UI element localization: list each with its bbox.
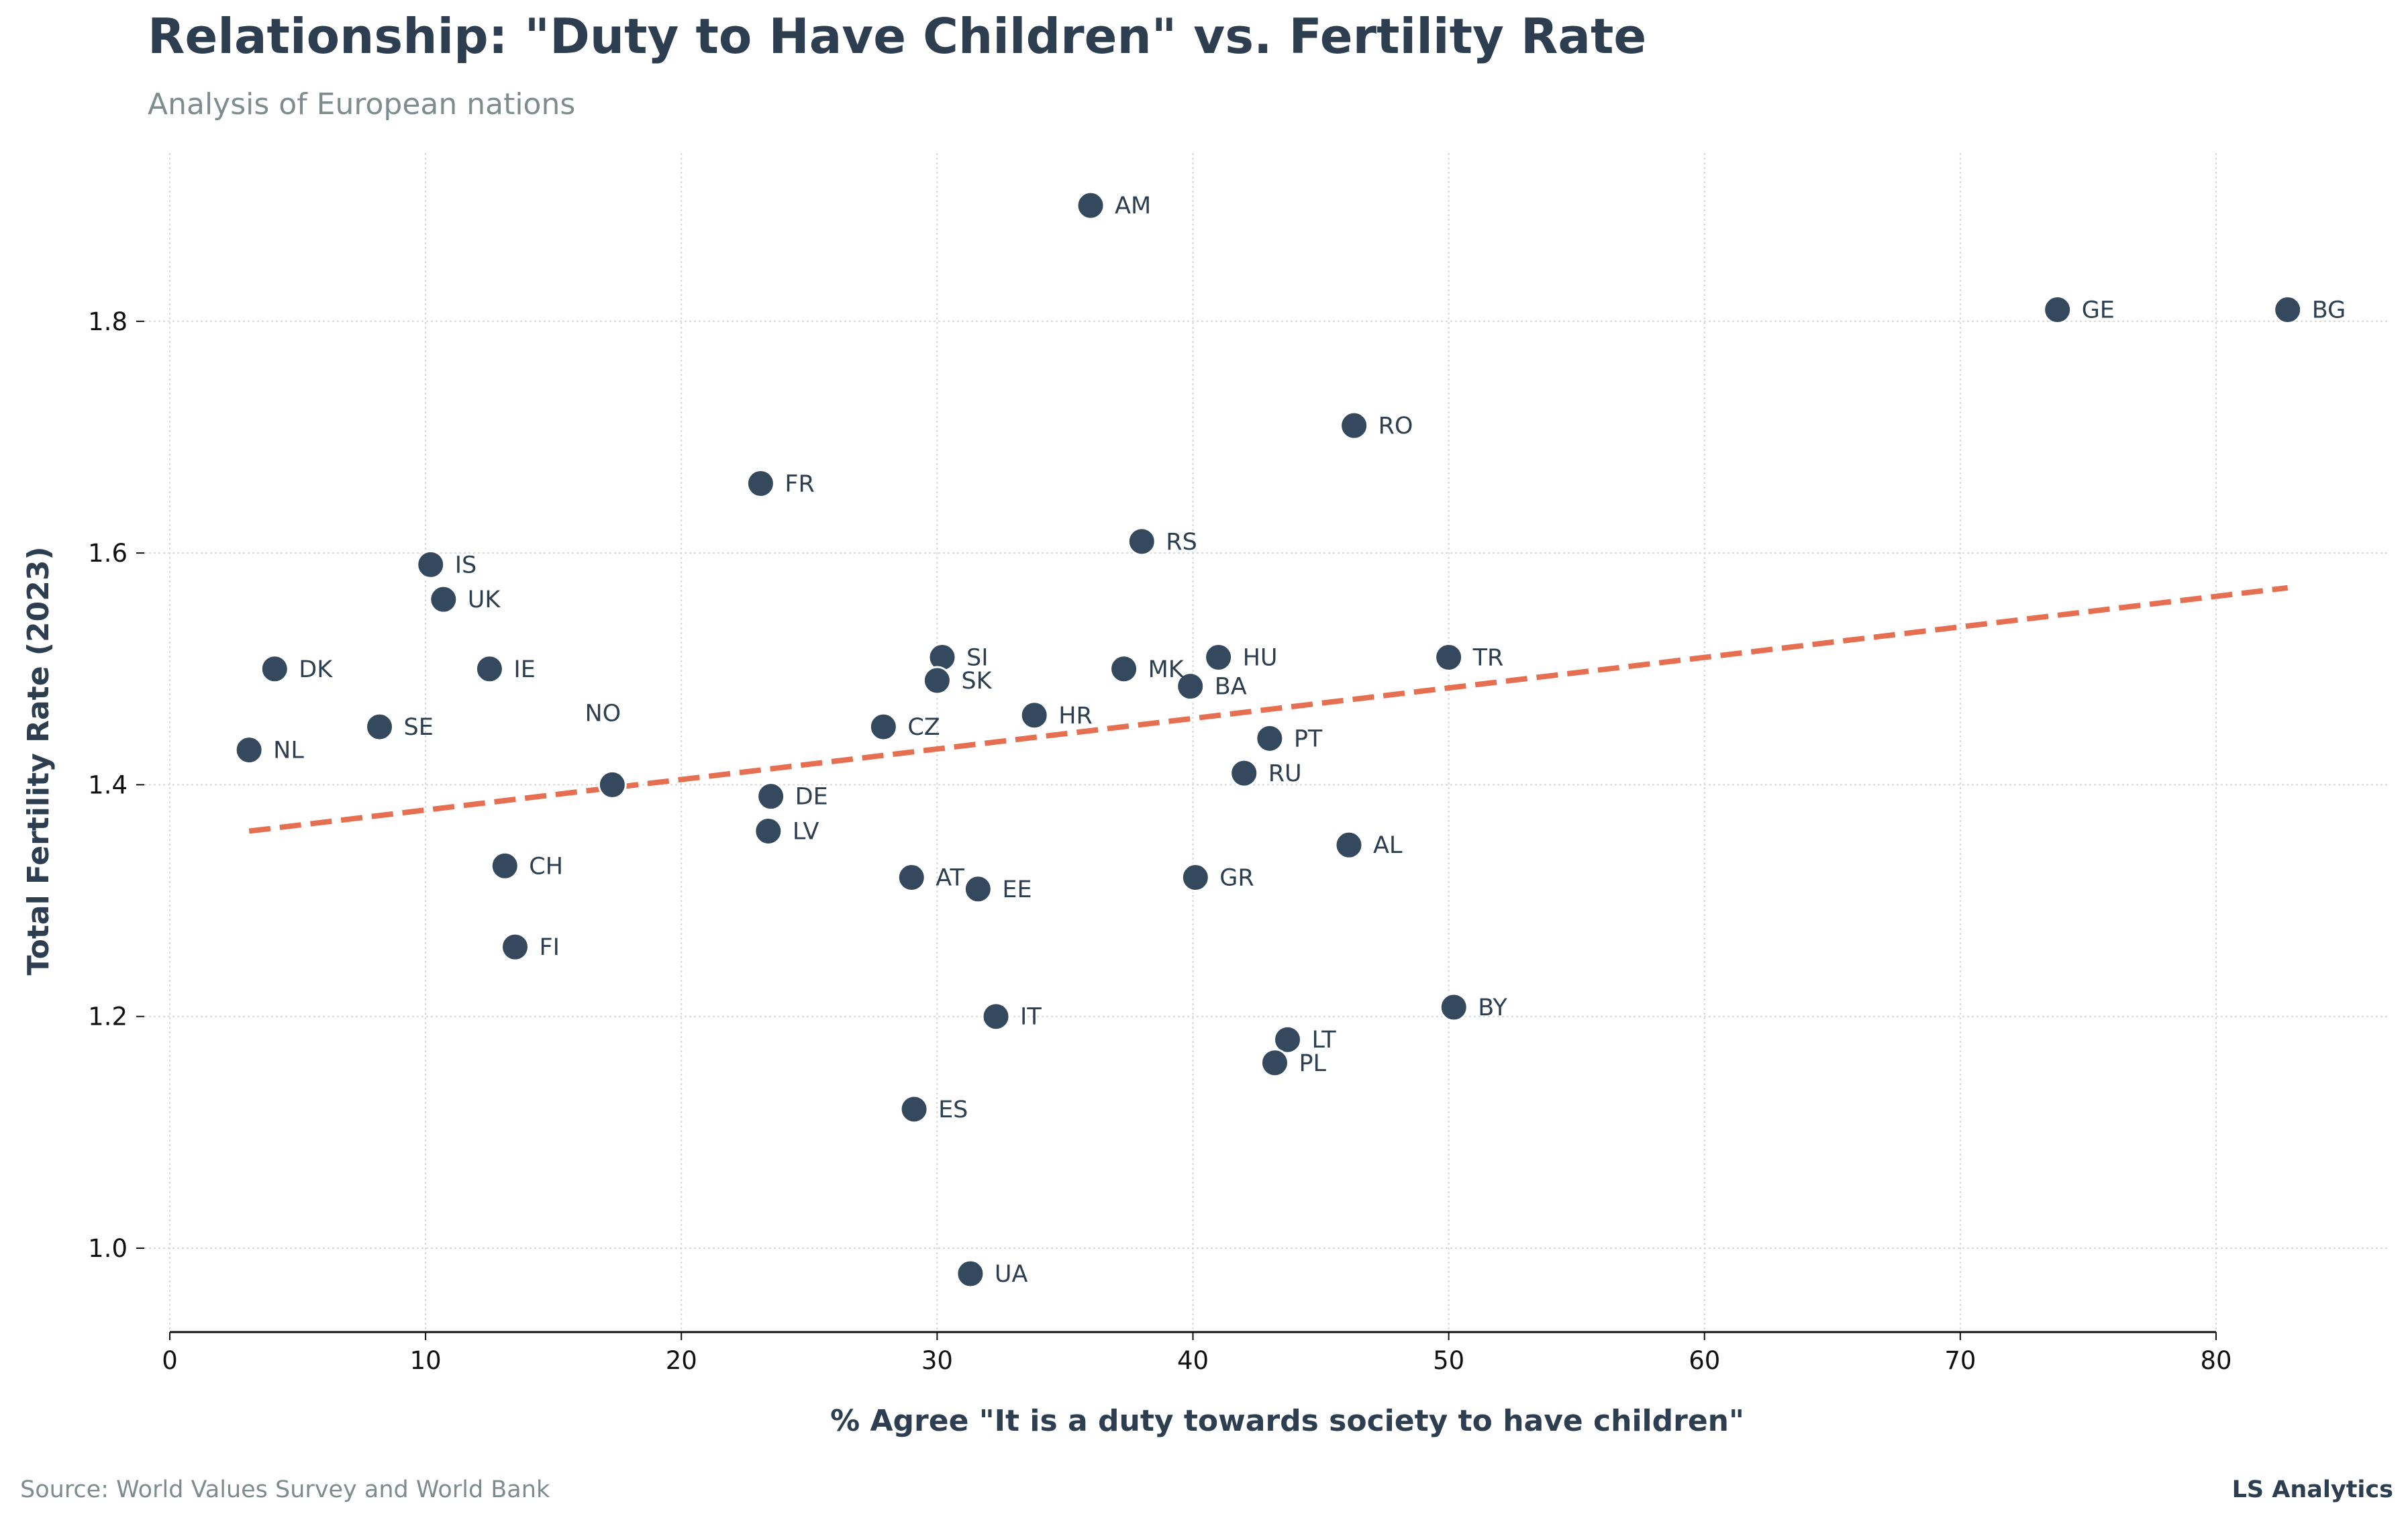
x-tick-label: 0: [162, 1346, 178, 1375]
data-point-ge: [2043, 295, 2072, 325]
chart-title: Relationship: "Duty to Have Children" vs…: [148, 8, 1647, 64]
point-label-nl: NL: [273, 738, 304, 764]
trend-line: [248, 585, 2289, 834]
data-point-pl: [1260, 1048, 1289, 1078]
data-point-fr: [746, 469, 775, 499]
axis-ticks: 0 10 20 30 40 50 60 70 80 1.0 1.2 1.4 1.6 1.8: [88, 307, 2231, 1375]
data-point-de: [756, 782, 786, 811]
source-note: Source: World Values Survey and World Ba…: [20, 1476, 550, 1503]
point-label-es: ES: [938, 1097, 968, 1123]
data-point-hr: [1019, 701, 1049, 730]
point-label-rs: RS: [1166, 529, 1197, 556]
data-point-am: [1076, 191, 1105, 220]
data-point-ua: [956, 1259, 985, 1288]
data-point-es: [899, 1095, 929, 1124]
x-tick-label: 10: [410, 1346, 442, 1375]
data-point-fi: [501, 932, 530, 962]
data-point-tr: [1434, 642, 1464, 672]
data-point-gr: [1181, 863, 1210, 893]
data-point-uk: [429, 585, 458, 614]
point-label-ua: UA: [995, 1261, 1028, 1288]
point-label-pt: PT: [1294, 725, 1323, 752]
point-label-mk: MK: [1148, 656, 1185, 683]
data-points: [234, 191, 2303, 1288]
point-label-pl: PL: [1299, 1050, 1326, 1077]
point-label-ie: IE: [513, 656, 535, 683]
data-point-dk: [260, 654, 289, 684]
point-label-lv: LV: [793, 818, 819, 845]
data-point-lv: [754, 816, 783, 846]
y-tick-label: 1.6: [88, 539, 128, 568]
x-tick-label: 50: [1433, 1346, 1464, 1375]
x-tick-label: 70: [1944, 1346, 1976, 1375]
point-label-ge: GE: [2082, 297, 2115, 324]
data-point-no: [597, 770, 627, 799]
data-point-mk: [1109, 654, 1139, 684]
data-point-se: [365, 712, 395, 742]
point-label-no: NO: [585, 700, 621, 727]
point-label-uk: UK: [468, 587, 501, 613]
point-label-ru: RU: [1268, 760, 1302, 787]
point-label-ee: EE: [1002, 876, 1032, 903]
data-point-is: [416, 550, 446, 579]
y-tick-label: 1.0: [88, 1234, 128, 1263]
data-point-lt: [1273, 1025, 1303, 1054]
data-point-at: [897, 863, 926, 893]
point-label-sk: SK: [961, 668, 992, 695]
data-point-pt: [1255, 723, 1285, 753]
data-point-ee: [963, 874, 993, 904]
point-label-lt: LT: [1312, 1027, 1337, 1054]
point-label-si: SI: [966, 644, 989, 671]
data-point-nl: [234, 735, 264, 765]
point-label-at: AT: [936, 865, 964, 892]
data-point-rs: [1127, 527, 1156, 556]
point-label-ch: CH: [529, 853, 563, 880]
data-point-hu: [1204, 642, 1234, 672]
point-label-is: IS: [455, 552, 477, 578]
point-label-gr: GR: [1219, 865, 1254, 892]
point-label-am: AM: [1115, 193, 1151, 219]
point-label-se: SE: [404, 714, 434, 741]
data-point-ru: [1230, 758, 1259, 788]
y-axis-label: Total Fertility Rate (2023): [21, 546, 56, 975]
x-tick-label: 60: [1689, 1346, 1720, 1375]
x-axis-label: % Agree "It is a duty towards society to…: [830, 1404, 1744, 1438]
point-label-fr: FR: [785, 471, 814, 498]
point-label-hu: HU: [1243, 644, 1278, 671]
point-label-dk: DK: [299, 656, 333, 683]
point-label-hr: HR: [1058, 703, 1093, 729]
x-tick-label: 80: [2200, 1346, 2231, 1375]
point-label-tr: TR: [1472, 644, 1504, 671]
x-tick-label: 30: [921, 1346, 953, 1375]
data-point-al: [1334, 830, 1364, 860]
point-label-it: IT: [1020, 1004, 1042, 1031]
brand-label: LS Analytics: [2231, 1476, 2393, 1503]
y-tick-label: 1.8: [88, 307, 128, 336]
x-tick-label: 20: [666, 1346, 697, 1375]
data-point-ba: [1176, 672, 1205, 701]
data-point-cz: [868, 712, 898, 742]
point-label-by: BY: [1478, 995, 1507, 1021]
point-label-bg: BG: [2312, 297, 2346, 324]
point-label-cz: CZ: [907, 714, 940, 741]
point-label-ro: RO: [1378, 413, 1413, 440]
data-point-ie: [474, 654, 504, 684]
x-tick-label: 40: [1177, 1346, 1209, 1375]
point-label-de: DE: [795, 784, 828, 811]
point-label-ba: BA: [1215, 674, 1247, 701]
data-point-ch: [490, 851, 519, 880]
data-point-bg: [2273, 295, 2303, 325]
y-tick-label: 1.2: [88, 1003, 128, 1031]
data-point-ro: [1340, 411, 1369, 440]
point-label-fi: FI: [540, 934, 560, 961]
data-point-by: [1439, 993, 1468, 1022]
data-point-sk: [922, 666, 952, 695]
point-label-al: AL: [1373, 832, 1403, 859]
chart-subtitle: Analysis of European nations: [148, 87, 576, 121]
y-tick-label: 1.4: [88, 770, 128, 799]
grid-lines: [144, 153, 2389, 1332]
data-point-it: [981, 1002, 1011, 1031]
